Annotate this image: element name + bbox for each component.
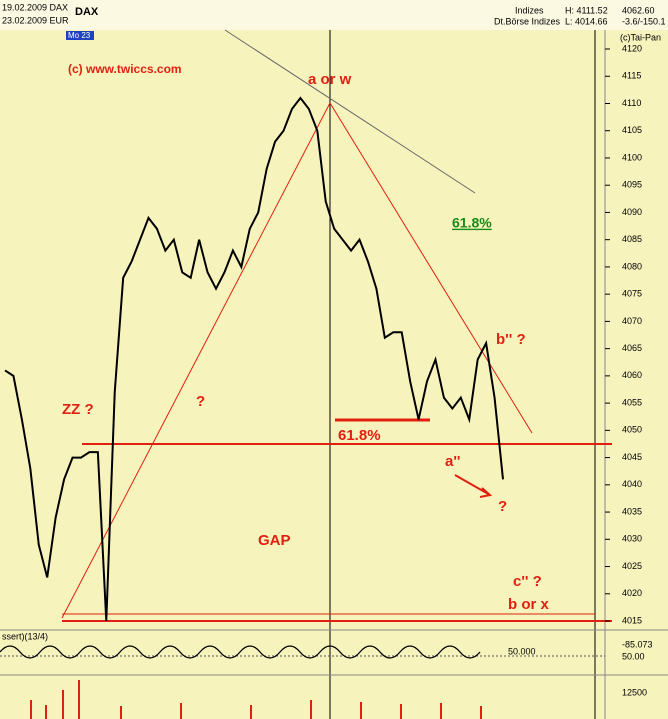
y-tick-label: 4120 — [622, 43, 642, 53]
annotation: ZZ ? — [62, 401, 94, 418]
price-line — [4, 96, 504, 622]
indicator-value: -85.073 — [622, 639, 653, 649]
y-tick-label: 4060 — [622, 370, 642, 380]
header-low: L: 4014.66 — [565, 16, 608, 26]
y-tick-label: 4085 — [622, 234, 642, 244]
header-exchange: Dt.Börse Indizes — [494, 16, 561, 26]
y-tick-label: 4030 — [622, 534, 642, 544]
annotation: (c) www.twiccs.com — [68, 62, 182, 76]
y-tick-label: 4045 — [622, 452, 642, 462]
annotation: GAP — [258, 532, 291, 549]
annotation: a'' — [445, 453, 460, 470]
annotation: a or w — [308, 71, 352, 88]
header-date1: 19.02.2009 DAX — [2, 2, 68, 12]
annotation: 61.8% — [338, 427, 381, 444]
annotation: b'' ? — [496, 331, 526, 348]
header-change: -3.6/-150.1 — [622, 16, 666, 26]
y-tick-label: 4090 — [622, 207, 642, 217]
wave-line — [329, 102, 533, 434]
header-high: H: 4111.52 — [565, 5, 608, 15]
trend-line — [224, 29, 476, 194]
annotation: b or x — [508, 596, 549, 613]
wave-line — [61, 102, 331, 619]
y-tick-label: 4035 — [622, 506, 642, 516]
header-last: 4062.60 — [622, 5, 655, 15]
header-band — [0, 0, 668, 30]
y-tick-label: 4115 — [622, 71, 641, 81]
y-tick-label: 4025 — [622, 561, 642, 571]
y-tick-label: 4040 — [622, 479, 642, 489]
volume-axis: 12500 — [622, 687, 647, 697]
annotation: ? — [498, 498, 507, 515]
label-box — [66, 31, 94, 40]
indicator-axis: 50.00 — [622, 651, 645, 661]
annotation: ? — [196, 393, 205, 410]
y-tick-label: 4080 — [622, 261, 642, 271]
y-tick-label: 4075 — [622, 289, 642, 299]
copyright: (c)Tai-Pan — [620, 32, 661, 42]
y-tick-label: 4055 — [622, 397, 642, 407]
indicator-name: ssert)(13/4) — [2, 631, 48, 641]
y-tick-label: 4105 — [622, 125, 642, 135]
y-tick-label: 4065 — [622, 343, 642, 353]
volume-bars — [30, 680, 482, 719]
y-tick-label: 4050 — [622, 425, 642, 435]
header-market: Indizes — [515, 5, 544, 15]
arrow — [454, 474, 493, 498]
annotation: c'' ? — [513, 573, 542, 590]
indicator-level: 50.000 — [508, 646, 536, 656]
annotation: 61.8% — [452, 215, 492, 231]
y-tick-label: 4095 — [622, 180, 642, 190]
chart-title: DAX — [75, 6, 99, 18]
oscillator — [0, 645, 481, 659]
y-tick-label: 4110 — [622, 98, 641, 108]
period-label: Mo 23 — [68, 31, 91, 40]
y-tick-label: 4070 — [622, 316, 642, 326]
y-tick-label: 4020 — [622, 588, 642, 598]
y-tick-label: 4100 — [622, 152, 642, 162]
header-date2: 23.02.2009 EUR — [2, 15, 69, 25]
y-tick-label: 4015 — [622, 615, 642, 625]
